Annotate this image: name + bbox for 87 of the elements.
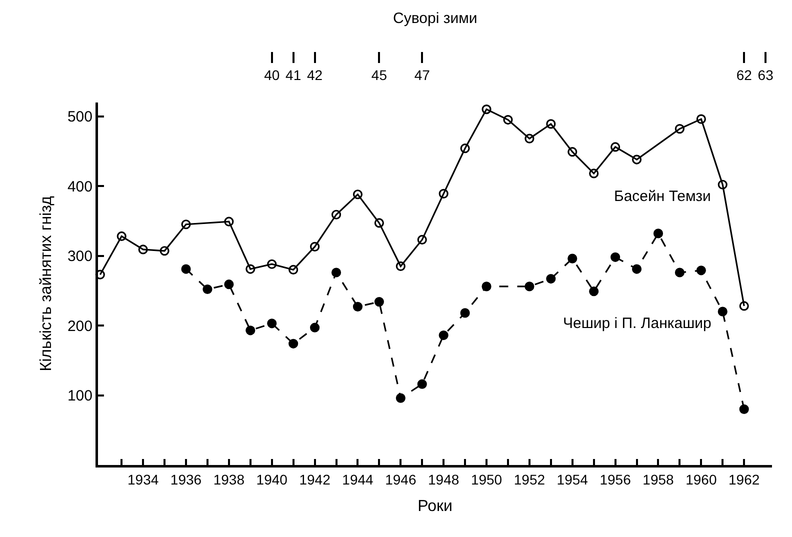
x-tick-label: 1946 [385, 471, 416, 488]
point [589, 286, 599, 296]
x2-tick-label: 63 [758, 66, 774, 83]
x-axis-title: Роки [418, 498, 452, 516]
point [438, 188, 448, 198]
point [181, 264, 191, 274]
point [696, 266, 706, 276]
x-tick-label: 1958 [642, 471, 674, 488]
point [718, 180, 728, 190]
point [138, 244, 148, 254]
x-tick-label: 1956 [600, 471, 632, 488]
point [460, 308, 470, 318]
x-tick-label: 1962 [728, 471, 760, 488]
point [674, 124, 684, 134]
x2-tick-label: 45 [371, 66, 388, 83]
point [718, 306, 728, 316]
point [331, 268, 342, 278]
point [374, 296, 384, 307]
x-tick-label: 1960 [686, 471, 717, 488]
series-label: Чешир і П. Ланкашир [563, 315, 712, 332]
point [160, 246, 170, 256]
point [331, 210, 342, 220]
point [246, 326, 256, 336]
point [246, 264, 256, 274]
x-tick-label: 1952 [514, 471, 546, 488]
point [482, 282, 492, 292]
x-tick-label: 1948 [428, 471, 460, 488]
point [396, 393, 406, 403]
y-tick-label: 500 [67, 108, 92, 126]
x-tick-label: 1940 [256, 471, 288, 488]
point [653, 228, 664, 238]
point [181, 220, 191, 230]
point [396, 261, 406, 272]
point [739, 301, 749, 311]
point [568, 254, 578, 264]
point [267, 318, 277, 328]
x-tick-label: 1944 [342, 471, 374, 488]
point [610, 142, 620, 152]
point [352, 190, 363, 200]
y-tick-label: 300 [67, 248, 92, 266]
x2-tick-label: 40 [264, 66, 280, 83]
y-tick-label: 200 [67, 318, 92, 335]
point [482, 104, 492, 114]
point [460, 144, 470, 154]
x-tick-label: 1942 [299, 471, 331, 488]
point [524, 282, 534, 292]
y-tick-label: 400 [67, 178, 92, 196]
x2-tick-label: 41 [286, 66, 302, 83]
point [224, 216, 234, 226]
point [632, 154, 642, 164]
y-axis-title: Кількість зайнятих гнізд [38, 195, 56, 372]
y-tick-label: 100 [67, 388, 92, 405]
x2-tick-label: 47 [414, 66, 430, 83]
point [267, 259, 277, 269]
x-tick-label: 1954 [556, 471, 588, 488]
point [739, 404, 749, 414]
point [524, 134, 534, 144]
point [438, 330, 448, 340]
x-tick-label: 1934 [128, 471, 159, 488]
x-tick-label: 1950 [470, 471, 502, 488]
series-label: Басейн Темзи [614, 188, 711, 205]
x2-axis-title: Суворі зими [393, 10, 478, 27]
x-tick-label: 1938 [213, 471, 245, 488]
point [696, 114, 706, 124]
point [288, 338, 298, 348]
point [288, 264, 298, 275]
point [546, 119, 556, 129]
point [310, 242, 320, 252]
point [417, 234, 427, 245]
x2-tick-label: 42 [307, 66, 323, 83]
point [589, 168, 599, 178]
point [116, 231, 126, 242]
point [202, 284, 212, 294]
point [95, 270, 105, 280]
point [674, 268, 684, 278]
point [224, 280, 234, 290]
point [568, 147, 578, 157]
x2-tick-label: 62 [736, 66, 752, 83]
point [632, 264, 642, 274]
point [417, 379, 427, 389]
point [503, 114, 513, 125]
point [310, 322, 320, 332]
point [610, 252, 620, 262]
point [374, 218, 384, 228]
point [546, 274, 556, 284]
x-tick-label: 1936 [170, 471, 202, 488]
point [352, 302, 363, 312]
